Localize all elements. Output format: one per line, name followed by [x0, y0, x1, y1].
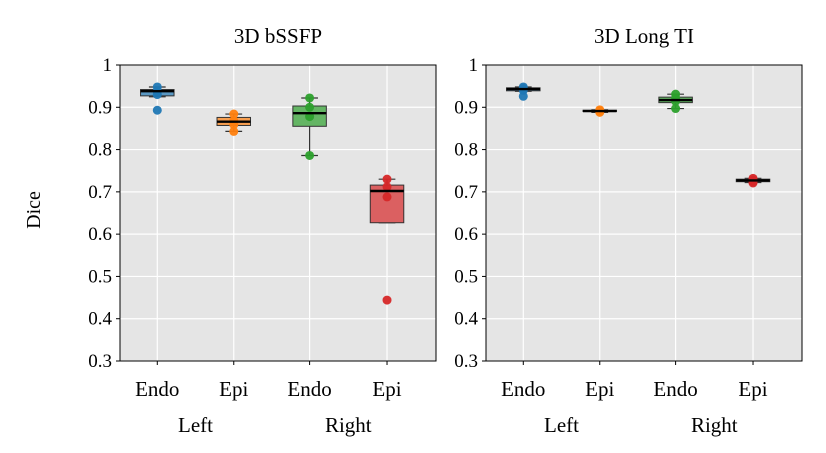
box-series-3	[658, 89, 693, 114]
y-tick-label: 0.7	[88, 182, 112, 203]
x-tick-label: Endo	[653, 377, 697, 401]
y-tick-label: 0.8	[454, 140, 478, 161]
data-point	[305, 102, 315, 112]
y-tick-label: 0.5	[454, 266, 478, 287]
box-series-4	[735, 173, 771, 188]
chart-title: 3D bSSFP	[234, 24, 322, 48]
box-series-1	[506, 82, 541, 101]
y-tick-label: 0.8	[88, 140, 112, 161]
y-tick-label: 0.6	[88, 224, 112, 245]
data-point	[229, 126, 239, 136]
group-label: Right	[691, 413, 738, 437]
y-tick-label: 0.4	[454, 309, 478, 330]
y-tick-label: 0.4	[88, 309, 112, 330]
y-tick-label: 0.9	[454, 97, 478, 118]
x-tick-label: Epi	[585, 377, 614, 401]
plot-background	[486, 65, 802, 361]
y-tick-label: 0.5	[88, 266, 112, 287]
x-tick-label: Endo	[287, 377, 331, 401]
data-point	[382, 182, 392, 192]
data-point	[305, 93, 315, 103]
y-tick-label: 0.3	[454, 351, 478, 372]
y-tick-label: 0.3	[88, 351, 112, 372]
data-point	[671, 104, 681, 114]
data-point	[382, 295, 392, 305]
chart-title: 3D Long TI	[594, 24, 694, 48]
box-series-2	[582, 105, 618, 117]
box-series-2	[216, 109, 252, 136]
data-point	[152, 105, 162, 115]
box-series-3	[292, 93, 327, 160]
x-tick-label: Endo	[135, 377, 179, 401]
plot-frame	[119, 64, 437, 362]
data-point	[305, 150, 315, 160]
group-label: Left	[544, 413, 579, 437]
box-series-4	[369, 174, 405, 305]
data-point	[382, 192, 392, 202]
x-tick-label: Epi	[372, 377, 401, 401]
y-tick-label: 1	[469, 55, 479, 76]
x-tick-label: Epi	[738, 377, 767, 401]
x-tick-label: Epi	[219, 377, 248, 401]
y-tick-label: 0.6	[454, 224, 478, 245]
box-series-1	[140, 82, 175, 115]
group-label: Right	[325, 413, 372, 437]
data-point	[382, 174, 392, 184]
data-point	[229, 109, 239, 119]
y-tick-label: 0.7	[454, 182, 478, 203]
group-label: Left	[178, 413, 213, 437]
x-tick-label: Endo	[501, 377, 545, 401]
y-axis-label: Dice	[23, 191, 45, 229]
plot-frame	[485, 64, 803, 362]
y-tick-label: 1	[103, 55, 113, 76]
data-point	[595, 107, 605, 117]
data-point	[518, 91, 528, 101]
y-tick-label: 0.9	[88, 97, 112, 118]
